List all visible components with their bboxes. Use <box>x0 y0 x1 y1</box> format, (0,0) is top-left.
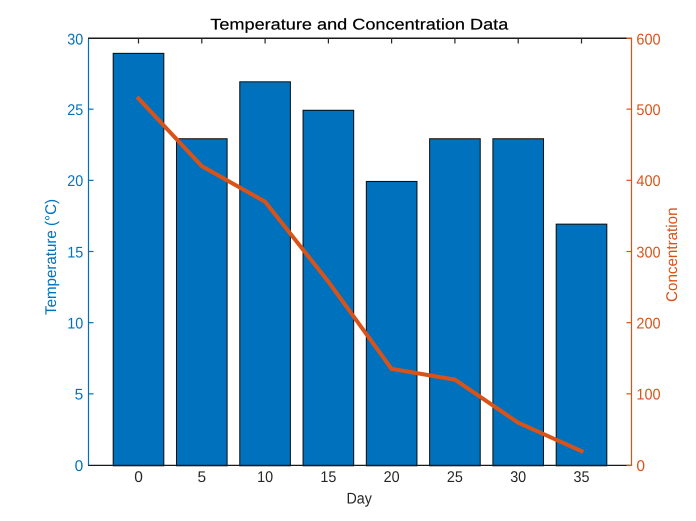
svg-text:30: 30 <box>510 469 526 486</box>
svg-text:Day: Day <box>347 491 373 508</box>
svg-text:Temperature and Concentration: Temperature and Concentration Data <box>210 16 508 33</box>
svg-text:25: 25 <box>67 102 83 119</box>
svg-text:5: 5 <box>75 387 84 404</box>
svg-text:20: 20 <box>67 173 83 190</box>
svg-text:30: 30 <box>67 31 83 48</box>
svg-text:35: 35 <box>574 469 590 486</box>
svg-text:15: 15 <box>67 244 83 261</box>
svg-text:200: 200 <box>636 316 661 333</box>
svg-text:5: 5 <box>197 469 206 486</box>
svg-text:400: 400 <box>636 173 661 190</box>
svg-text:300: 300 <box>636 244 661 261</box>
svg-text:600: 600 <box>636 31 661 48</box>
svg-text:100: 100 <box>636 387 661 404</box>
svg-text:0: 0 <box>636 458 645 475</box>
svg-text:500: 500 <box>636 102 661 119</box>
svg-text:Temperature (°C): Temperature (°C) <box>43 199 60 315</box>
svg-text:15: 15 <box>320 469 336 486</box>
svg-text:10: 10 <box>257 469 273 486</box>
svg-text:0: 0 <box>134 469 143 486</box>
svg-text:0: 0 <box>75 458 84 475</box>
svg-text:20: 20 <box>384 469 400 486</box>
svg-text:25: 25 <box>447 469 463 486</box>
svg-text:10: 10 <box>67 316 83 333</box>
svg-text:Concentration: Concentration <box>664 207 681 302</box>
